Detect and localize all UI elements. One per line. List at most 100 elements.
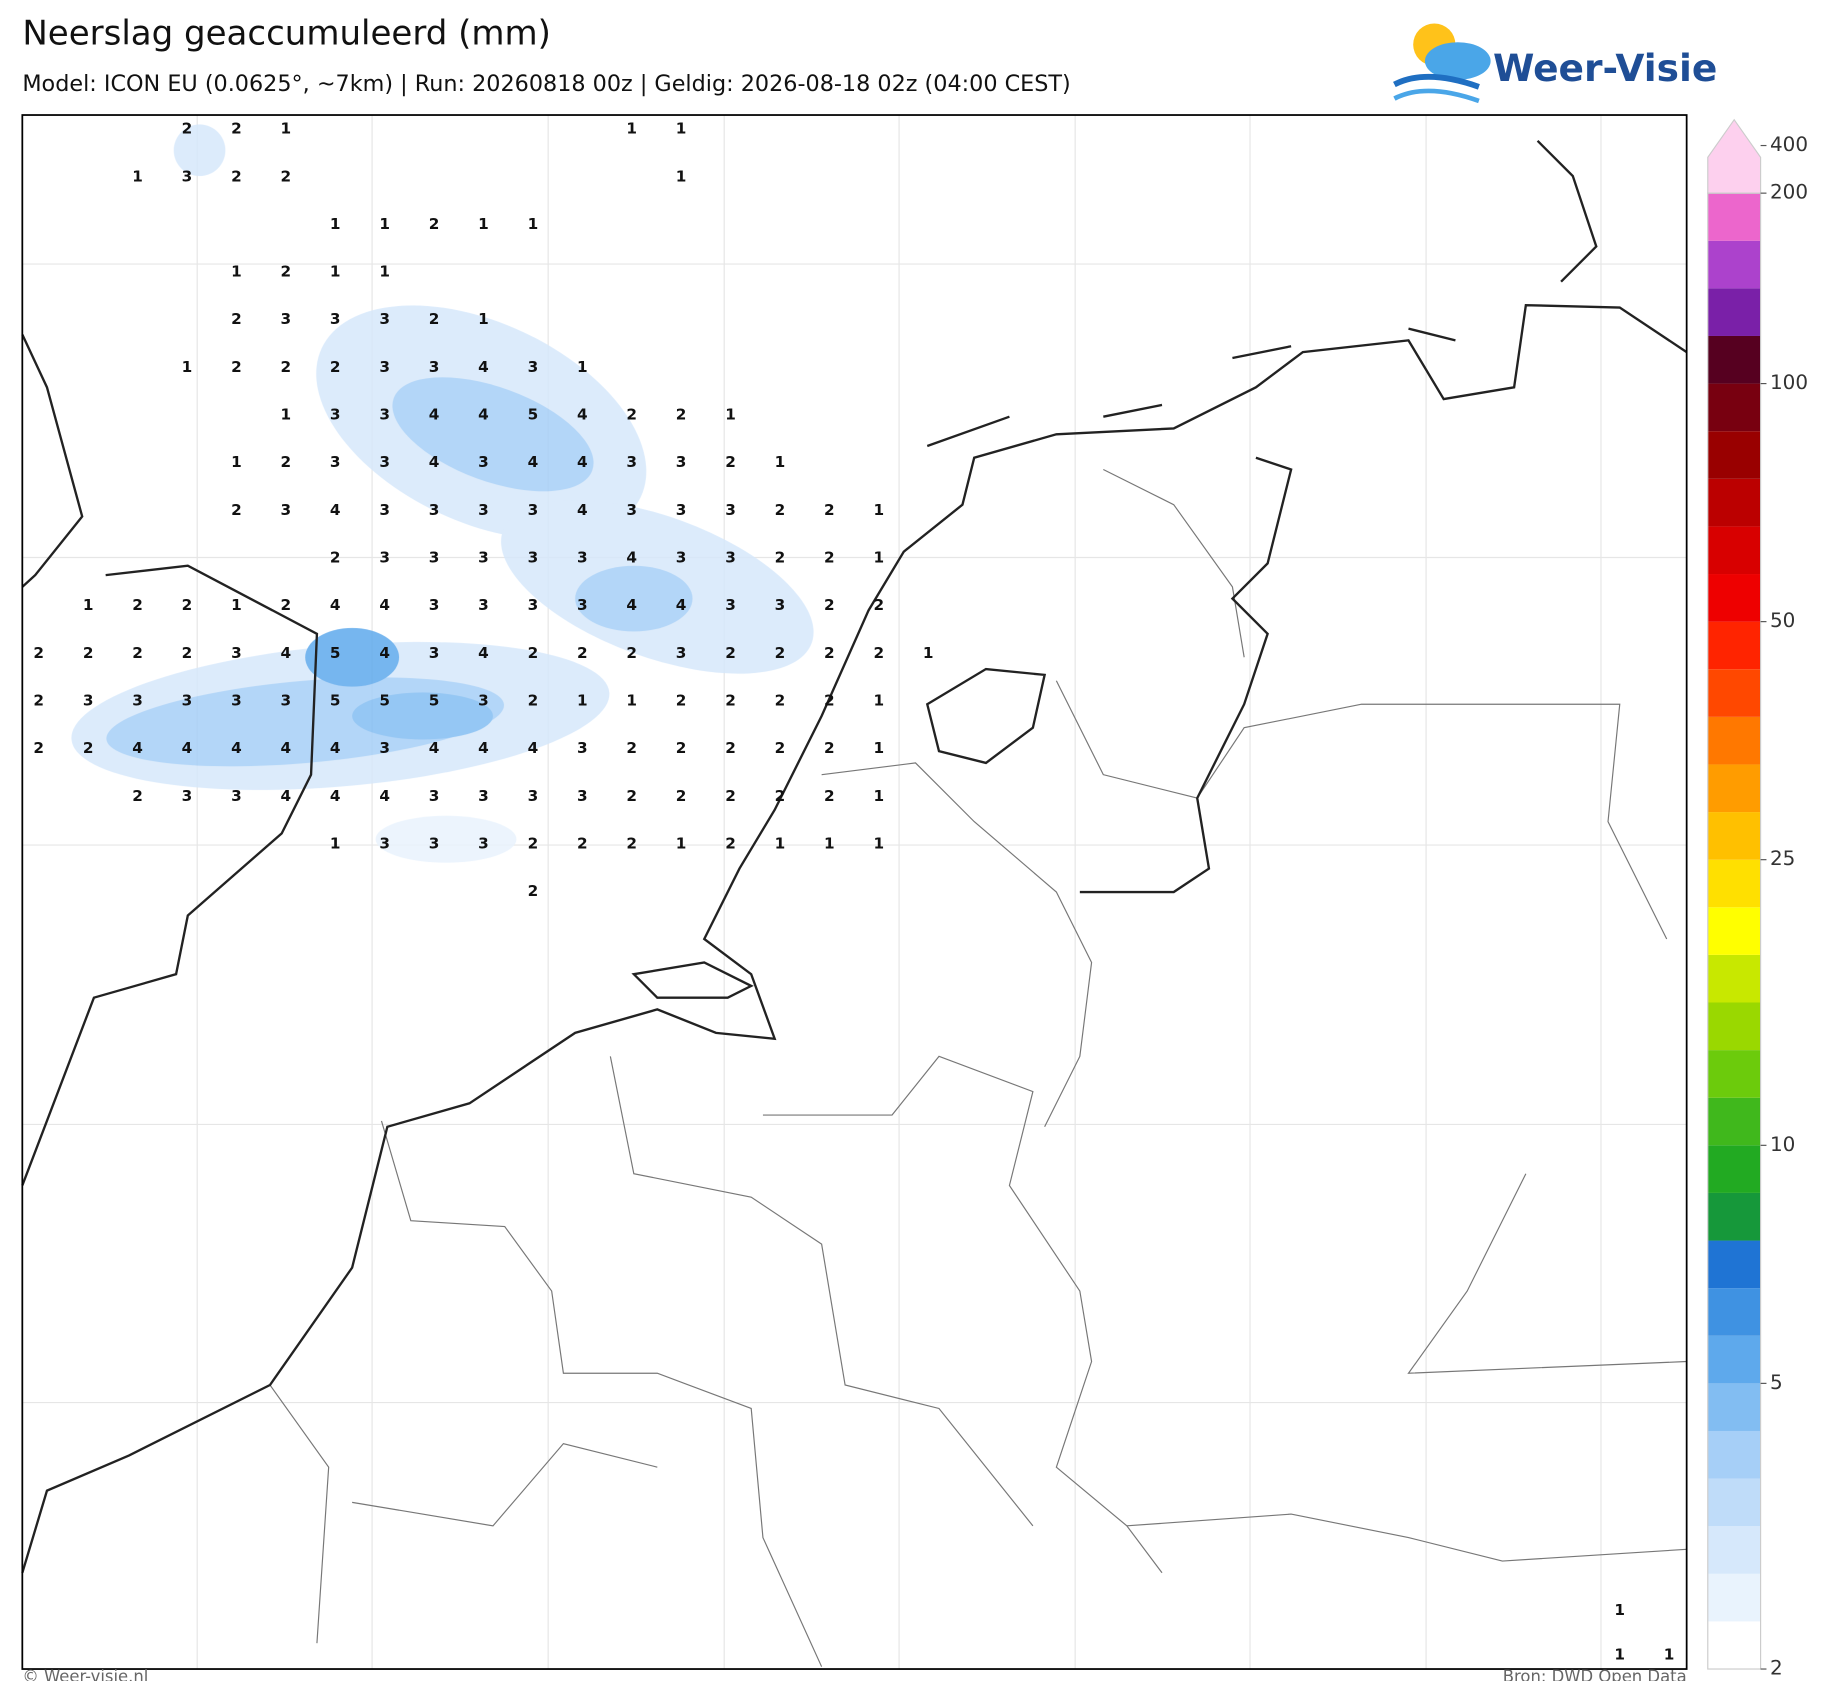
colorbar-frame	[1707, 192, 1762, 1670]
grid-value: 1	[1614, 1645, 1625, 1663]
colorbar-segment	[1707, 574, 1761, 622]
grid-value: 4	[330, 596, 341, 614]
grid-value: 1	[182, 358, 193, 376]
grid-value: 1	[231, 453, 242, 471]
colorbar-segment	[1707, 1383, 1761, 1431]
grid-value: 4	[577, 453, 588, 471]
grid-value: 2	[725, 739, 736, 757]
grid-value: 2	[824, 596, 835, 614]
grid-value: 2	[132, 596, 143, 614]
grid-value: 2	[725, 834, 736, 852]
colorbar-tick-label: 10	[1770, 1132, 1795, 1156]
grid-value: 2	[132, 644, 143, 662]
grid-value: 3	[182, 691, 193, 709]
grid-value: 4	[379, 644, 390, 662]
title: Neerslag geaccumuleerd (mm)	[22, 14, 551, 54]
grid-value: 4	[478, 739, 489, 757]
grid-value: 3	[182, 167, 193, 185]
grid-value: 2	[824, 644, 835, 662]
grid-value: 4	[626, 548, 637, 566]
grid-value: 3	[132, 691, 143, 709]
colorbar-segment	[1707, 1050, 1761, 1098]
grid-value: 2	[676, 406, 687, 424]
grid-value: 4	[330, 501, 341, 519]
colorbar-segment	[1707, 288, 1761, 336]
grid-value: 2	[528, 882, 539, 900]
grid-value: 1	[873, 691, 884, 709]
colorbar-tick-label: 2	[1770, 1656, 1783, 1680]
grid-value: 3	[429, 834, 440, 852]
grid-value: 3	[577, 739, 588, 757]
grid-value: 3	[83, 691, 94, 709]
grid-value: 1	[478, 310, 489, 328]
grid-value: 1	[824, 834, 835, 852]
grid-value: 5	[528, 406, 539, 424]
grid-value: 3	[478, 691, 489, 709]
grid-value: 2	[824, 739, 835, 757]
grid-value: 4	[577, 501, 588, 519]
grid-value: 2	[775, 501, 786, 519]
grid-value: 3	[429, 358, 440, 376]
grid-value: 3	[478, 501, 489, 519]
grid-value: 2	[429, 215, 440, 233]
grid-value: 3	[577, 548, 588, 566]
grid-value: 4	[429, 453, 440, 471]
grid-value: 3	[281, 501, 292, 519]
grid-value: 3	[231, 787, 242, 805]
grid-value: 4	[429, 739, 440, 757]
grid-value: 2	[231, 310, 242, 328]
colorbar-segment	[1707, 764, 1761, 813]
grid-value: 2	[873, 644, 884, 662]
grid-value: 3	[577, 596, 588, 614]
grid-value: 4	[478, 406, 489, 424]
colorbar-segment	[1707, 812, 1761, 860]
map-background	[22, 115, 1687, 1670]
grid-value: 4	[429, 406, 440, 424]
grid-value: 2	[182, 644, 193, 662]
grid-value: 1	[330, 263, 341, 281]
grid-value: 3	[626, 501, 637, 519]
grid-value: 3	[379, 453, 390, 471]
grid-value: 4	[528, 739, 539, 757]
colorbar-tick-label: 100	[1770, 370, 1808, 394]
grid-value: 1	[923, 644, 934, 662]
grid-value: 4	[676, 596, 687, 614]
coastline	[21, 140, 1688, 1574]
grid-value: 1	[528, 215, 539, 233]
colorbar-segment	[1707, 383, 1761, 432]
colorbar-segment	[1707, 335, 1761, 384]
grid-value: 1	[1614, 1601, 1625, 1619]
grid-value: 1	[873, 548, 884, 566]
grid-value: 3	[379, 834, 390, 852]
grid-value: 3	[231, 691, 242, 709]
grid-value: 3	[429, 644, 440, 662]
grid-value: 1	[725, 406, 736, 424]
grid-value: 3	[676, 644, 687, 662]
grid-value: 1	[626, 691, 637, 709]
grid-values: 2 2 1 1 1 1 3 2 2 1 1 1 2 1 1 1 2 1 1 2 3 3 3 2 1 1 2 2 2 3 3 4 3 1 1 3 3 4 4 5…	[33, 120, 1674, 1664]
colorbar-segment	[1707, 1288, 1761, 1336]
grid-value: 3	[379, 501, 390, 519]
grid-value: 2	[676, 691, 687, 709]
grid-value: 1	[379, 263, 390, 281]
grid-value: 4	[379, 787, 390, 805]
grid-value: 3	[379, 548, 390, 566]
grid-value: 1	[775, 453, 786, 471]
grid-value: 1	[330, 215, 341, 233]
grid-value: 1	[478, 215, 489, 233]
grid-value: 2	[725, 691, 736, 709]
grid-value: 2	[182, 120, 193, 138]
grid-value: 1	[873, 834, 884, 852]
colorbar-arrow	[1707, 118, 1762, 194]
grid-value: 3	[528, 358, 539, 376]
grid-value: 3	[725, 548, 736, 566]
grid-value: 4	[478, 358, 489, 376]
grid-value: 3	[528, 596, 539, 614]
grid-value: 1	[83, 596, 94, 614]
grid-value: 3	[281, 310, 292, 328]
colorbar-segment	[1707, 907, 1761, 955]
grid-value: 2	[775, 739, 786, 757]
colorbar-segment	[1707, 1192, 1761, 1241]
grid-value: 2	[33, 739, 44, 757]
grid-value: 3	[330, 310, 341, 328]
